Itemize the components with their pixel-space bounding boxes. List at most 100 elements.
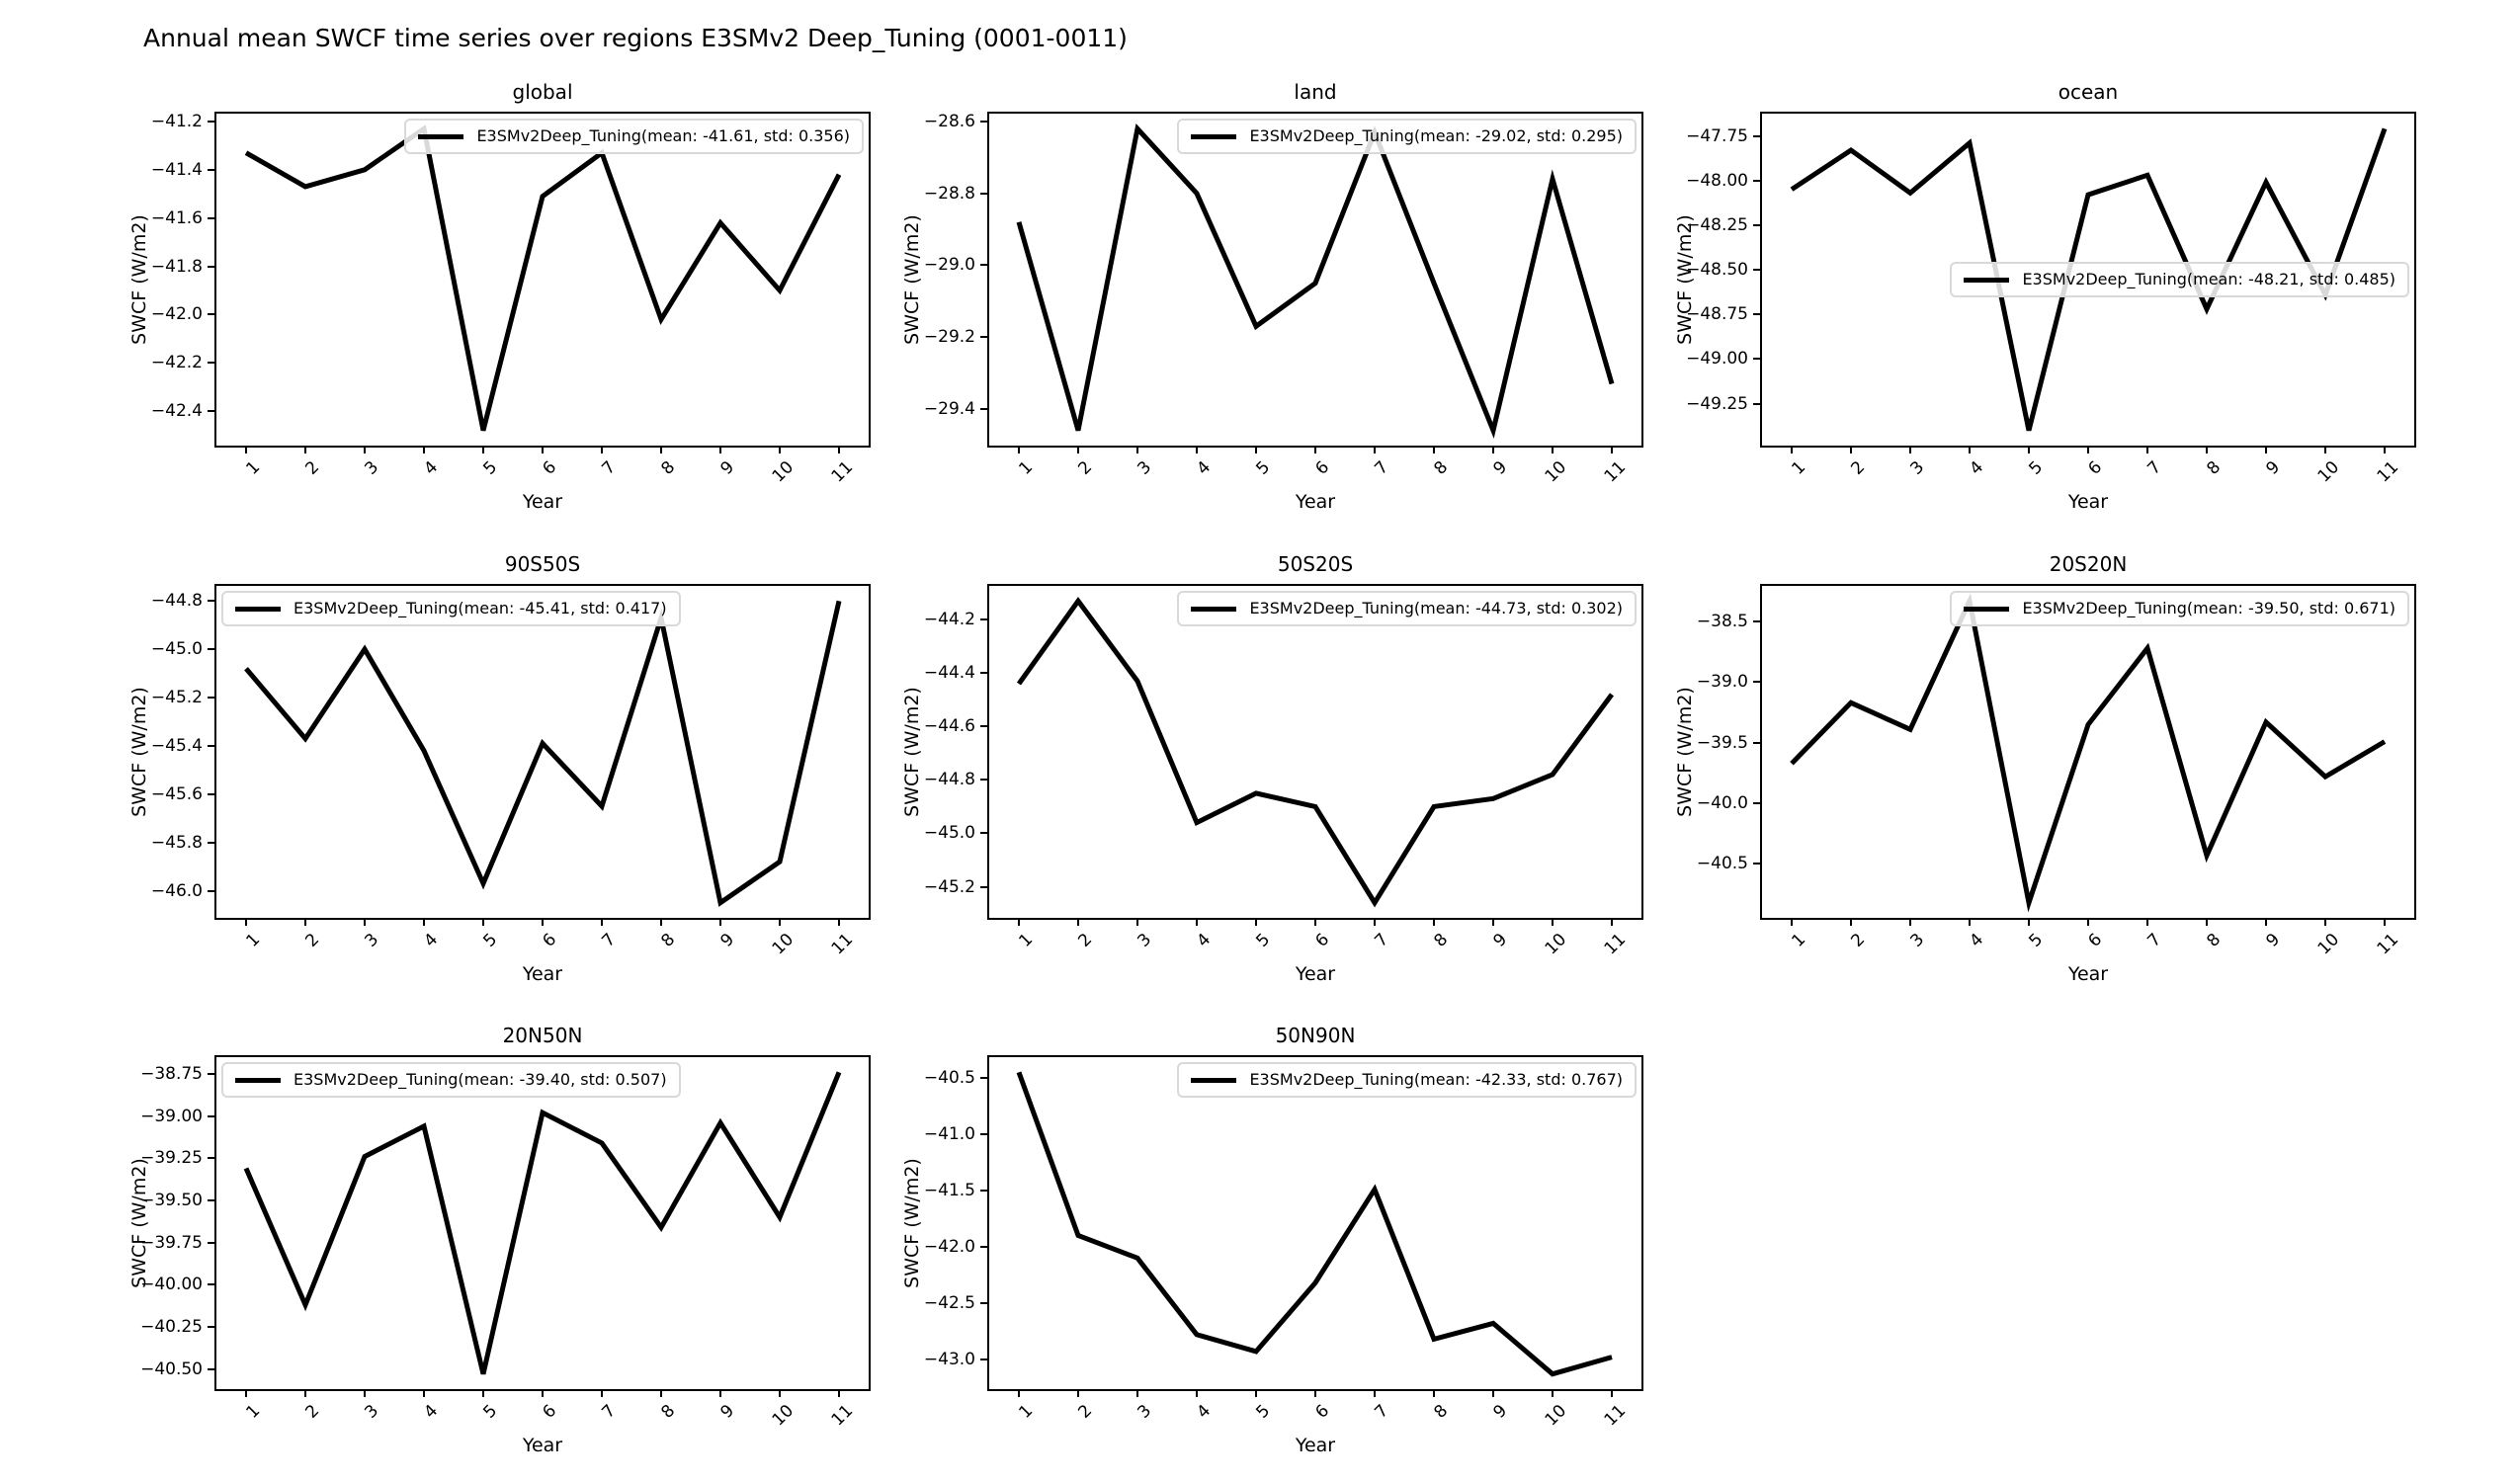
- tick-mark: [1753, 313, 1761, 316]
- tick-mark: [208, 697, 215, 700]
- y-tick-label: −45.0: [923, 823, 975, 844]
- y-tick-label: −42.0: [150, 304, 203, 325]
- tick-mark: [1077, 446, 1079, 453]
- tick-mark: [1374, 918, 1376, 926]
- tick-mark: [208, 168, 215, 171]
- tick-mark: [1753, 863, 1761, 865]
- series-line: [1016, 597, 1615, 908]
- tick-mark: [1433, 446, 1435, 453]
- subplot-title: 20N50N: [502, 1024, 583, 1047]
- tick-mark: [208, 1241, 215, 1244]
- tick-mark: [1791, 918, 1793, 926]
- series-line: [1790, 127, 2388, 432]
- y-tick-label: −42.4: [150, 401, 203, 422]
- series-line: [244, 600, 842, 907]
- tick-mark: [980, 336, 988, 339]
- legend-label: E3SMv2Deep_Tuning(mean: -39.50, std: 0.6…: [2022, 599, 2395, 618]
- y-axis-label: SWCF (W/m2): [901, 687, 923, 817]
- tick-mark: [980, 1132, 988, 1135]
- tick-mark: [1753, 358, 1761, 361]
- y-tick-label: −39.5: [1696, 732, 1748, 753]
- tick-mark: [1850, 918, 1852, 926]
- subplot-title: ocean: [2058, 80, 2119, 104]
- y-tick-label: −39.0: [1696, 672, 1748, 693]
- subplot-title: global: [512, 80, 573, 104]
- subplot-title: 50N90N: [1275, 1024, 1356, 1047]
- tick-mark: [208, 648, 215, 651]
- y-tick-label: −41.2: [150, 111, 203, 131]
- tick-mark: [1314, 918, 1316, 926]
- tick-mark: [208, 1325, 215, 1328]
- tick-mark: [719, 1389, 721, 1397]
- y-tick-label: −44.4: [923, 663, 975, 684]
- tick-mark: [2087, 918, 2089, 926]
- tick-mark: [980, 1245, 988, 1248]
- tick-mark: [1753, 179, 1761, 182]
- tick-mark: [980, 672, 988, 675]
- x-axis-label: Year: [522, 963, 563, 985]
- tick-mark: [838, 446, 840, 453]
- tick-mark: [1552, 1389, 1554, 1397]
- plot-area: [1016, 1071, 1613, 1377]
- subplot-title: 90S50S: [504, 552, 581, 576]
- plot-area: [244, 600, 842, 907]
- y-tick-label: −40.5: [1696, 854, 1748, 874]
- tick-mark: [1136, 446, 1138, 453]
- legend-line-swatch: [1191, 133, 1237, 139]
- y-tick-label: −42.2: [150, 353, 203, 373]
- tick-mark: [601, 918, 603, 926]
- x-axis-label: Year: [522, 491, 563, 513]
- tick-mark: [2146, 446, 2148, 453]
- tick-mark: [208, 1367, 215, 1370]
- chart-panel-50N90N: 50N90N SWCF (W/m2) Year −40.5 −41.0 −41.5 −42.…: [901, 1024, 1643, 1456]
- tick-mark: [1314, 1389, 1316, 1397]
- y-tick-label: −29.2: [923, 327, 975, 348]
- tick-mark: [1611, 1389, 1613, 1397]
- tick-mark: [2265, 918, 2267, 926]
- tick-mark: [1196, 918, 1198, 926]
- legend-line-swatch: [1964, 606, 2010, 612]
- tick-mark: [364, 918, 366, 926]
- y-tick-label: −29.4: [923, 398, 975, 419]
- y-tick-label: −48.00: [1686, 170, 1748, 191]
- plot-area: [1790, 127, 2388, 432]
- chart-panel-50S20S: 50S20S SWCF (W/m2) Year −44.2 −44.4 −44.6 −44.…: [901, 552, 1643, 985]
- tick-mark: [542, 1389, 544, 1397]
- y-tick-label: −40.5: [923, 1067, 975, 1088]
- y-tick-label: −41.6: [150, 207, 203, 228]
- tick-mark: [423, 1389, 425, 1397]
- tick-mark: [208, 216, 215, 219]
- tick-mark: [1611, 446, 1613, 453]
- tick-mark: [1753, 402, 1761, 405]
- tick-mark: [1791, 446, 1793, 453]
- legend-line-swatch: [1191, 606, 1237, 612]
- tick-mark: [208, 841, 215, 844]
- y-axis-label: SWCF (W/m2): [901, 1158, 923, 1288]
- tick-mark: [1492, 918, 1494, 926]
- y-tick-label: −41.0: [923, 1123, 975, 1144]
- series-line: [1016, 1071, 1613, 1377]
- legend-label: E3SMv2Deep_Tuning(mean: -48.21, std: 0.4…: [2022, 270, 2395, 288]
- tick-mark: [980, 832, 988, 835]
- y-tick-label: −45.6: [150, 783, 203, 804]
- legend-line-swatch: [235, 606, 281, 612]
- tick-mark: [208, 1283, 215, 1286]
- series-line: [243, 1071, 842, 1375]
- plot-area: [1016, 123, 1615, 439]
- chart-panel-global: global SWCF (W/m2) Year −41.2 −41.4 −41.6 −41.…: [128, 80, 871, 513]
- tick-mark: [980, 1301, 988, 1304]
- legend-label: E3SMv2Deep_Tuning(mean: -42.33, std: 0.7…: [1249, 1070, 1623, 1089]
- tick-mark: [1018, 918, 1020, 926]
- y-tick-label: −28.8: [923, 183, 975, 204]
- y-tick-label: −44.8: [150, 591, 203, 612]
- tick-mark: [1969, 446, 1971, 453]
- legend-label: E3SMv2Deep_Tuning(mean: -29.02, std: 0.2…: [1249, 126, 1623, 145]
- tick-mark: [980, 264, 988, 267]
- tick-mark: [1433, 1389, 1435, 1397]
- tick-mark: [304, 446, 306, 453]
- tick-mark: [601, 446, 603, 453]
- y-tick-label: −44.2: [923, 610, 975, 630]
- tick-mark: [542, 446, 544, 453]
- chart-panel-20N50N: 20N50N SWCF (W/m2) Year −38.75 −39.00 −39.25 −…: [128, 1024, 871, 1456]
- y-tick-label: −39.50: [140, 1190, 203, 1210]
